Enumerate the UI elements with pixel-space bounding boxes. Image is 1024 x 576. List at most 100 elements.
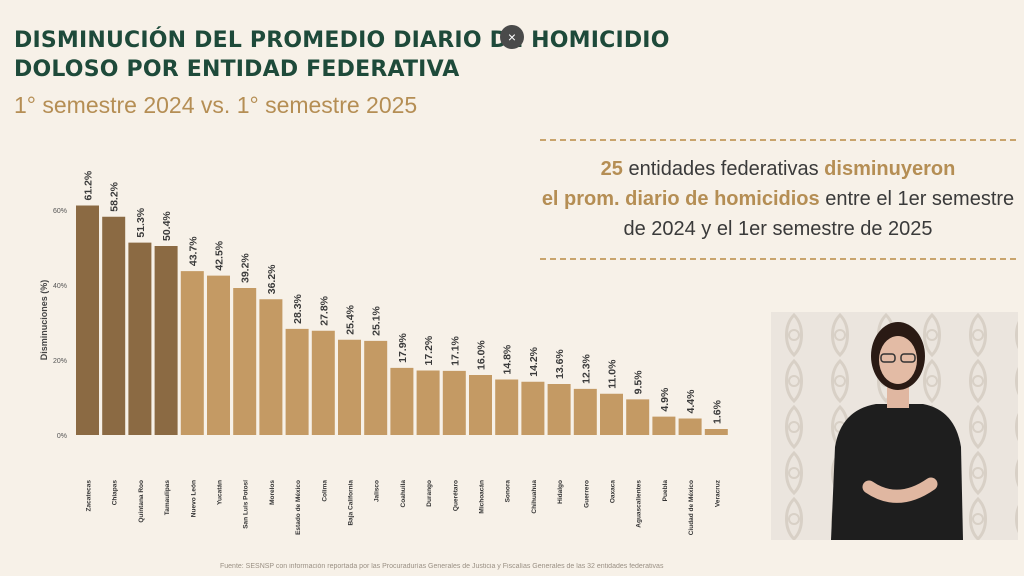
bar xyxy=(233,288,257,435)
category-labels: Zacatecas Chiapas Quintana Roo Tamaulipas Nu… xyxy=(86,479,722,535)
value-label: 17.9% xyxy=(397,332,409,362)
category-label: Michoacán xyxy=(479,480,486,514)
value-label: 51.3% xyxy=(135,207,147,237)
bar xyxy=(180,271,204,435)
callout-bottom-divider xyxy=(540,258,1016,260)
y-tick-label: 60% xyxy=(53,208,67,215)
title-line-2: DOLOSO POR ENTIDAD FEDERATIVA xyxy=(14,57,460,82)
value-label: 11.0% xyxy=(607,359,619,389)
bar xyxy=(416,370,440,435)
callout-top-divider xyxy=(540,139,1016,141)
value-label: 4.9% xyxy=(659,387,671,412)
value-label: 42.5% xyxy=(214,240,226,270)
bar xyxy=(469,375,492,435)
source-note: Fuente: SESNSP con información reportada… xyxy=(220,563,664,570)
bar xyxy=(311,330,335,435)
category-label: San Luis Potosí xyxy=(243,480,250,529)
value-label: 14.8% xyxy=(502,344,514,374)
category-label: Durango xyxy=(426,480,433,507)
bar xyxy=(521,381,545,435)
y-tick-label: 40% xyxy=(53,283,67,290)
value-label: 4.4% xyxy=(685,389,697,414)
category-label: Tamaulipas xyxy=(164,480,171,516)
callout-text: 25 entidades federativas disminuyeron el … xyxy=(540,154,1016,244)
bar xyxy=(495,379,519,435)
bar xyxy=(652,416,676,435)
category-label: Querétaro xyxy=(452,480,459,511)
value-label: 27.8% xyxy=(318,295,330,325)
page-title: DISMINUCIÓN DEL PROMEDIO DIARIO DE HOMIC… xyxy=(14,26,670,84)
value-label: 61.2% xyxy=(83,170,95,200)
category-label: Colima xyxy=(321,480,328,502)
category-label: Zacatecas xyxy=(86,480,93,512)
value-label: 39.2% xyxy=(240,253,252,283)
value-label: 43.7% xyxy=(187,236,199,266)
value-label: 13.6% xyxy=(554,349,566,379)
category-label: Baja California xyxy=(348,480,355,526)
y-axis: 0% 20% 40% 60% Disminuciones (%) xyxy=(39,208,67,440)
bar xyxy=(338,339,361,435)
category-label: Estado de México xyxy=(295,480,302,535)
bar xyxy=(442,370,466,435)
value-label: 58.2% xyxy=(109,181,121,211)
y-tick-label: 20% xyxy=(53,358,67,365)
value-label: 25.1% xyxy=(371,305,383,335)
category-label: Quintana Roo xyxy=(138,480,145,523)
value-label: 17.1% xyxy=(449,335,461,365)
category-label: Oaxaca xyxy=(610,480,617,504)
value-label: 9.5% xyxy=(633,370,645,395)
bar xyxy=(573,388,597,435)
category-label: Nuevo León xyxy=(190,480,197,517)
category-label: Veracruz xyxy=(714,479,721,507)
category-label: Hidalgo xyxy=(557,480,564,504)
interpreter-image xyxy=(771,312,1018,540)
value-labels: 61.2% 58.2% 51.3% 50.4% 43.7% 42.5% 39.2% 36.2%… xyxy=(83,170,724,424)
bar xyxy=(390,367,414,435)
bar xyxy=(600,393,623,435)
page-subtitle: 1° semestre 2024 vs. 1° semestre 2025 xyxy=(14,92,418,118)
y-axis-label: Disminuciones (%) xyxy=(39,280,49,361)
bar xyxy=(678,418,702,435)
value-label: 25.4% xyxy=(345,304,357,334)
category-label: Sonora xyxy=(505,480,512,503)
bars xyxy=(76,205,728,435)
callout-part-2: entre el 1er semestre de 2024 y el 1er s… xyxy=(623,188,1015,240)
bar xyxy=(285,328,309,435)
category-label: Aguascalientes xyxy=(636,480,643,528)
value-label: 1.6% xyxy=(711,399,723,424)
category-label: Chihuahua xyxy=(531,480,538,514)
category-label: Guerrero xyxy=(583,480,590,508)
value-label: 12.3% xyxy=(580,353,592,383)
category-label: Yucatán xyxy=(217,480,224,505)
bar xyxy=(259,299,283,435)
bar xyxy=(364,340,388,435)
value-label: 16.0% xyxy=(476,340,488,370)
category-label: Chiapas xyxy=(112,480,119,506)
callout-highlight-2: el prom. diario de homicidios xyxy=(541,188,820,210)
bar xyxy=(547,384,571,435)
bar xyxy=(102,216,126,435)
title-line-1: DISMINUCIÓN DEL PROMEDIO DIARIO DE HOMIC… xyxy=(14,28,670,53)
close-icon[interactable]: × xyxy=(500,25,524,49)
callout-count: 25 xyxy=(600,158,623,180)
value-label: 36.2% xyxy=(266,264,278,294)
value-label: 17.2% xyxy=(423,335,435,365)
sign-language-interpreter-video xyxy=(771,312,1018,540)
bar xyxy=(626,399,650,435)
bar xyxy=(128,242,152,435)
category-label: Puebla xyxy=(662,480,669,502)
bar xyxy=(704,429,728,435)
bar xyxy=(76,205,99,435)
category-label: Jalisco xyxy=(374,480,381,502)
value-label: 28.3% xyxy=(292,293,304,323)
callout-highlight-1: disminuyeron xyxy=(824,158,956,180)
category-label: Morelos xyxy=(269,480,276,505)
y-tick-label: 0% xyxy=(57,433,67,440)
value-label: 14.2% xyxy=(528,346,540,376)
value-label: 50.4% xyxy=(161,211,173,241)
category-label: Ciudad de México xyxy=(688,480,695,535)
category-label: Coahuila xyxy=(400,480,407,508)
bar xyxy=(207,275,230,435)
callout-part-1: entidades federativas xyxy=(622,158,825,180)
